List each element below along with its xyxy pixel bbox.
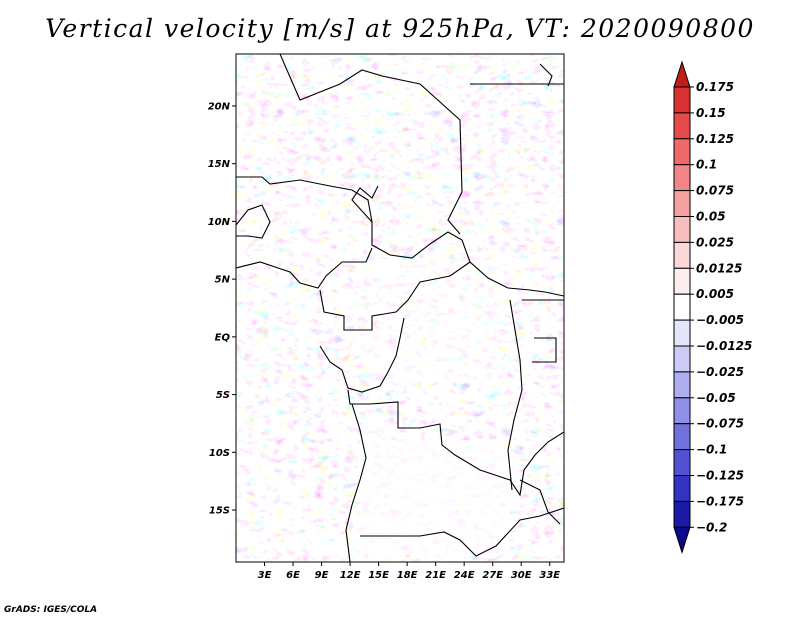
lon-tick-label: 3E	[258, 570, 272, 581]
lon-tick-label: 24E	[454, 570, 475, 581]
colorbar-swatch	[673, 423, 691, 451]
colorbar-swatch	[673, 138, 691, 166]
lat-tick-label: 10S	[209, 448, 230, 459]
colorbar-swatch	[673, 241, 691, 269]
colorbar-swatch	[673, 86, 691, 114]
map-frame	[235, 53, 565, 563]
colorbar-label: −0.125	[696, 469, 744, 483]
lat-tick-label: 5S	[216, 390, 230, 401]
colorbar-label: −0.05	[696, 391, 736, 405]
colorbar-swatch	[673, 216, 691, 243]
lon-tick-label: 12E	[340, 570, 361, 581]
colorbar-label: 0.0125	[696, 261, 742, 275]
colorbar-label: 0.125	[696, 132, 734, 146]
lon-tick-label: 30E	[511, 570, 532, 581]
colorbar-swatch	[673, 526, 691, 554]
lon-tick-label: 6E	[286, 570, 300, 581]
colorbar-label: 0.15	[696, 106, 726, 120]
colorbar-label: −0.0125	[696, 339, 752, 353]
footer-credit: GrADS: IGES/COLA	[4, 605, 97, 615]
colorbar-swatch	[673, 371, 691, 399]
colorbar-label: −0.075	[696, 417, 744, 431]
lon-tick-label: 33E	[539, 570, 560, 581]
lat-tick-label: 10N	[208, 217, 231, 228]
latitude-axis: 20N 15N 10N 5N EQ 5S 10S 15S	[208, 101, 236, 517]
colorbar-swatch	[673, 449, 691, 477]
colorbar-swatch	[673, 112, 691, 140]
colorbar-label: −0.2	[696, 520, 727, 534]
lon-tick-label: 21E	[425, 570, 446, 581]
colorbar-swatch	[673, 319, 691, 347]
lat-tick-label: 15S	[209, 506, 230, 517]
colorbar-label: −0.1	[696, 443, 727, 457]
colorbar: 0.175 0.15 0.125 0.1 0.075 0.05 0.025 0.0125 0.0…	[673, 60, 752, 554]
colorbar-label: 0.1	[696, 158, 717, 172]
colorbar-swatch	[673, 60, 691, 88]
colorbar-label: −0.175	[696, 494, 744, 508]
colorbar-swatch	[673, 164, 691, 192]
colorbar-label: 0.175	[696, 80, 734, 94]
colorbar-swatch	[673, 190, 691, 218]
colorbar-swatch	[673, 397, 691, 425]
longitude-axis: 3E 6E 9E 12E 15E 18E 21E 24E 27E 30E 33E	[258, 562, 560, 581]
lat-tick-label: 5N	[215, 275, 231, 286]
colorbar-label: 0.075	[696, 184, 734, 198]
colorbar-label: 0.005	[696, 287, 734, 301]
colorbar-swatch	[673, 267, 691, 295]
colorbar-label: −0.025	[696, 365, 744, 379]
lon-tick-label: 18E	[397, 570, 418, 581]
lon-tick-label: 9E	[315, 570, 329, 581]
lon-tick-label: 15E	[368, 570, 389, 581]
lon-tick-label: 27E	[482, 570, 503, 581]
colorbar-label: 0.025	[696, 235, 734, 249]
colorbar-label: 0.05	[696, 210, 726, 224]
colorbar-swatch	[673, 293, 691, 321]
map-boundaries	[236, 54, 564, 562]
plot-title: Vertical velocity [m/s] at 925hPa, VT: 2…	[45, 14, 755, 43]
lat-tick-label: 20N	[208, 101, 231, 112]
colorbar-label: −0.005	[696, 313, 744, 327]
colorbar-swatch	[673, 345, 691, 373]
lat-tick-label: 15N	[208, 159, 231, 170]
colorbar-swatch	[673, 475, 691, 502]
lat-tick-label: EQ	[215, 332, 231, 343]
colorbar-swatch	[673, 500, 691, 528]
